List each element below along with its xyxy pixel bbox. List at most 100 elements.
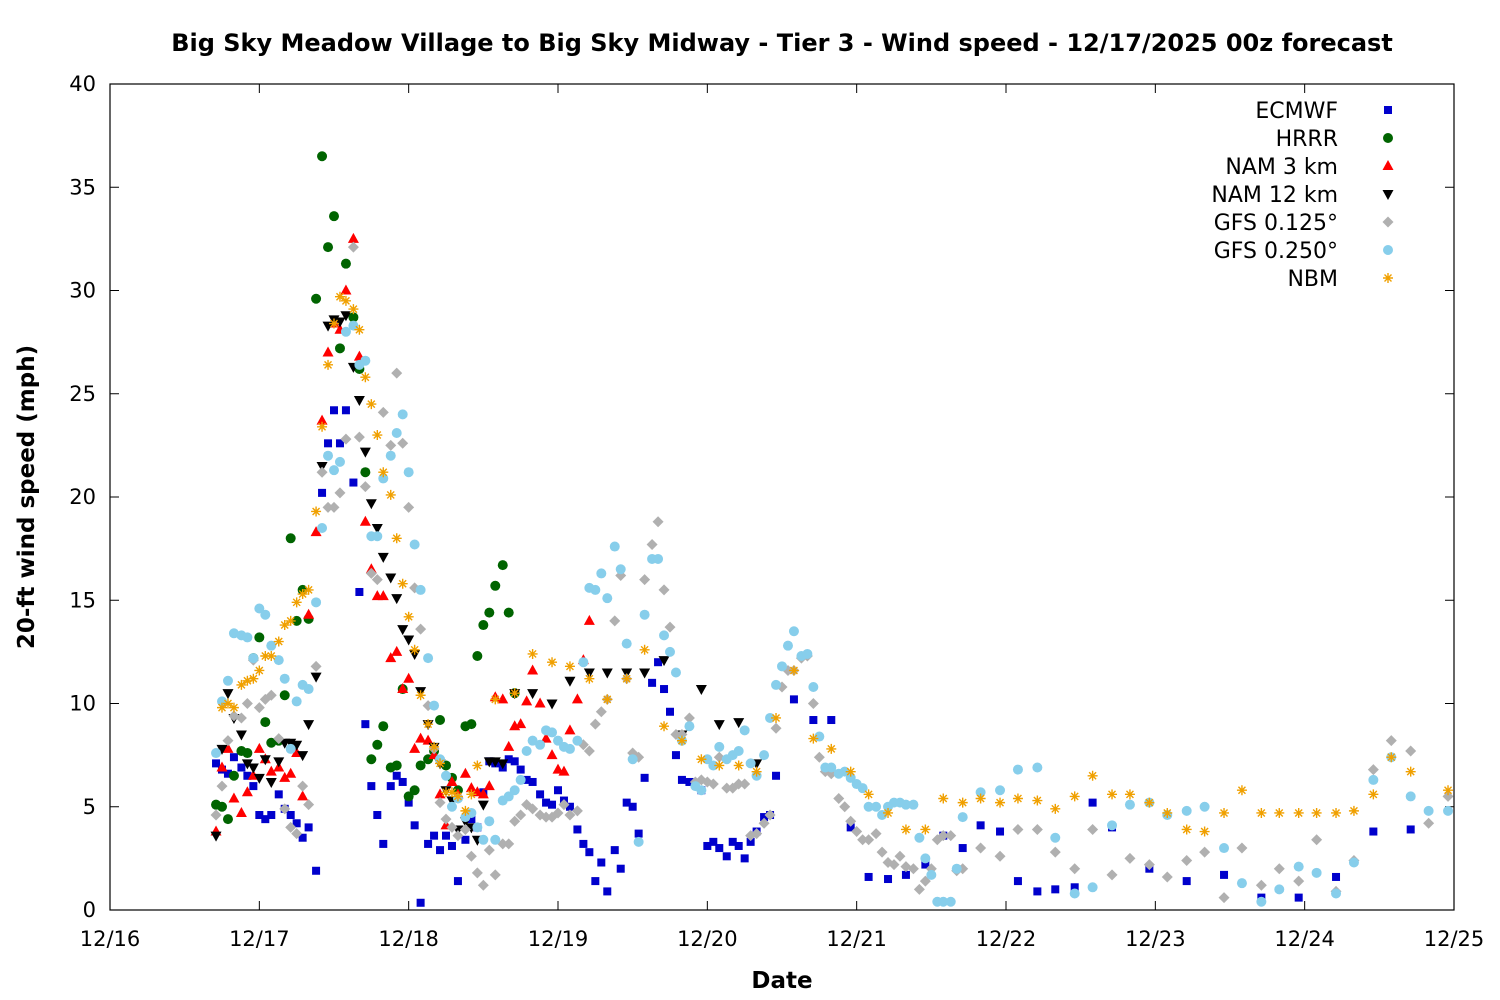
gfs-0-250-point <box>759 750 770 761</box>
gfs-0-125-point <box>595 706 607 718</box>
ecmwf-point <box>542 798 551 807</box>
nbm-point <box>676 735 687 746</box>
nbm-point <box>1107 789 1118 800</box>
y-axis-label: 20-ft wind speed (mph) <box>14 345 40 649</box>
ecmwf-point <box>1051 885 1060 894</box>
nam-12-km-point <box>497 759 509 770</box>
hrrr-point <box>340 258 351 269</box>
nbm-point <box>415 690 426 701</box>
nam-3-km-point <box>391 645 403 656</box>
legend-marker <box>1382 216 1394 228</box>
gfs-0-125-point <box>1385 735 1397 747</box>
nam-3-km-point <box>359 515 371 526</box>
gfs-0-125-point <box>303 799 315 811</box>
legend-marker <box>1383 273 1393 283</box>
gfs-0-250-point <box>317 522 328 533</box>
nam-3-km-point <box>534 697 546 708</box>
nbm-point <box>372 430 383 441</box>
ecmwf-point <box>312 866 321 875</box>
gfs-0-125-point <box>1293 875 1305 887</box>
ecmwf-point <box>436 846 445 855</box>
nbm-point <box>602 694 613 705</box>
nam-12-km-point <box>695 685 707 696</box>
ecmwf-point <box>442 831 450 840</box>
nam-3-km-point <box>303 608 315 619</box>
gfs-0-125-point <box>758 817 770 829</box>
nam-12-km-point <box>583 668 595 679</box>
ecmwf-point <box>722 852 731 861</box>
gfs-0-125-point <box>434 797 446 809</box>
gfs-0-125-point <box>452 830 464 842</box>
gfs-0-250-point <box>409 539 420 550</box>
gfs-0-250-point <box>564 743 575 754</box>
gfs-0-250-point <box>1423 805 1434 816</box>
nam-3-km-point <box>409 742 421 753</box>
nam-12-km-point <box>303 720 315 731</box>
gfs-0-250-point <box>311 597 322 608</box>
hrrr-point <box>323 242 334 253</box>
nbm-point <box>1368 789 1379 800</box>
legend-marker <box>1383 133 1393 143</box>
gfs-0-250-point <box>639 609 650 620</box>
gfs-0-125-point <box>509 815 521 827</box>
ecmwf-point <box>447 841 456 850</box>
gfs-0-250-point <box>360 355 371 366</box>
gfs-0-250-point <box>527 735 538 746</box>
x-axis-label: Date <box>751 968 812 994</box>
gfs-0-125-point <box>807 698 819 709</box>
axis-ticks: 12/16 12/17 12/18 12/19 12/20 12/21 12/22 12/23… <box>69 72 1484 951</box>
ecmwf-point <box>392 771 401 780</box>
gfs-0-250-point <box>1236 878 1247 889</box>
gfs-0-125-point <box>1199 846 1211 858</box>
ecmwf-point <box>734 841 743 850</box>
ecmwf-point <box>504 755 513 764</box>
gfs-0-250-point <box>1219 843 1230 854</box>
x-tick-label: 12/23 <box>1125 927 1186 951</box>
nam-3-km-point <box>340 284 352 295</box>
nam-3-km-point <box>558 765 570 776</box>
ecmwf-point <box>373 811 382 820</box>
nam-12-km-point <box>340 311 352 322</box>
nbm-point <box>260 651 271 662</box>
legend-marker <box>1383 245 1393 255</box>
nam-12-km-point <box>397 625 409 636</box>
x-tick-label: 12/25 <box>1424 927 1485 951</box>
gfs-0-250-point <box>1348 857 1359 868</box>
ecmwf-point <box>410 821 419 830</box>
gfs-0-125-point <box>334 487 346 499</box>
ecmwf-point <box>274 790 283 799</box>
x-tick-label: 12/18 <box>378 927 439 951</box>
gfs-0-250-point <box>627 754 638 765</box>
gfs-0-125-point <box>415 623 427 635</box>
gfs-0-125-point <box>483 844 495 856</box>
hrrr-point <box>472 651 483 662</box>
nam-3-km-point <box>571 693 583 704</box>
gfs-0-125-point <box>652 516 664 528</box>
gfs-0-125-point <box>609 615 621 627</box>
gfs-0-125-point <box>297 780 309 792</box>
nbm-point <box>429 741 440 752</box>
gfs-0-125-point <box>241 698 253 709</box>
gfs-0-250-point <box>653 553 664 564</box>
ecmwf-point <box>386 782 395 791</box>
x-tick-label: 12/19 <box>528 927 589 951</box>
gfs-0-125-point <box>385 439 397 451</box>
nbm-point <box>1032 795 1043 806</box>
gfs-0-250-point <box>826 762 837 773</box>
nbm-point <box>279 620 290 631</box>
nam-3-km-point <box>397 683 409 694</box>
nbm-point <box>340 295 351 306</box>
nbm-point <box>1274 807 1285 818</box>
gfs-0-125-point <box>937 830 949 842</box>
gfs-0-125-point <box>857 834 869 846</box>
ecmwf-point <box>318 488 327 497</box>
nbm-point <box>584 673 595 684</box>
nbm-point <box>366 399 377 410</box>
gfs-0-250-point <box>1050 832 1061 843</box>
ecmwf-point <box>772 771 781 780</box>
nbm-point <box>1386 752 1397 763</box>
nam-3-km-point <box>583 614 595 625</box>
ecmwf-point <box>958 844 967 853</box>
nbm-point <box>1069 791 1080 802</box>
y-tick-label: 0 <box>83 898 96 922</box>
